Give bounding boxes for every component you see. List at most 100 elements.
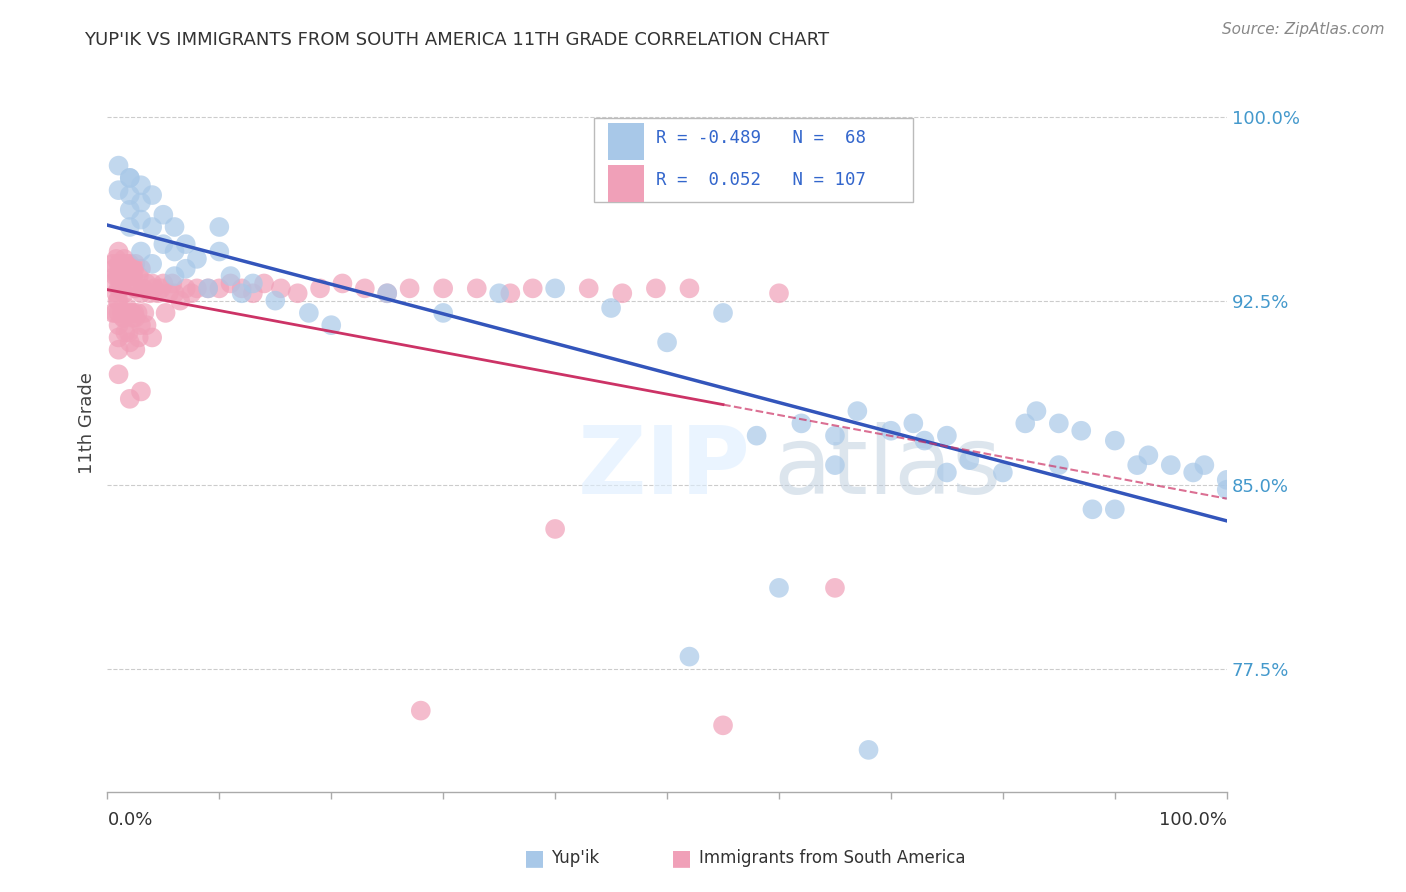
Point xyxy=(129,244,152,259)
Point xyxy=(824,428,846,442)
Point xyxy=(141,188,163,202)
Point xyxy=(107,318,129,333)
Point xyxy=(152,237,174,252)
Point xyxy=(135,277,157,291)
Point xyxy=(1126,458,1149,472)
Point xyxy=(678,281,700,295)
Point xyxy=(935,466,957,480)
Point xyxy=(155,306,177,320)
Point xyxy=(118,170,141,185)
Point xyxy=(124,343,146,357)
Point xyxy=(141,257,163,271)
Point xyxy=(1025,404,1047,418)
Point xyxy=(107,293,129,308)
Point xyxy=(1216,483,1239,497)
Point xyxy=(174,281,197,295)
Point xyxy=(107,343,129,357)
Bar xyxy=(607,165,644,202)
Point xyxy=(103,261,125,276)
Point xyxy=(120,269,142,284)
Point xyxy=(432,306,454,320)
Point xyxy=(107,306,129,320)
Point xyxy=(128,330,150,344)
Point xyxy=(711,718,734,732)
Point xyxy=(162,277,184,291)
Point xyxy=(118,326,141,340)
Point xyxy=(135,318,157,333)
Point xyxy=(107,244,129,259)
Point xyxy=(114,326,136,340)
Point xyxy=(101,306,124,320)
Point xyxy=(157,286,180,301)
Point xyxy=(332,277,354,291)
Point xyxy=(219,277,242,291)
Point xyxy=(112,310,135,325)
Point xyxy=(353,281,375,295)
Point xyxy=(141,330,163,344)
Point xyxy=(125,281,148,295)
Point xyxy=(128,269,150,284)
Point xyxy=(1182,466,1205,480)
Point xyxy=(107,330,129,344)
Point xyxy=(711,306,734,320)
Point xyxy=(935,428,957,442)
Point xyxy=(270,281,292,295)
Text: atlas: atlas xyxy=(773,422,1001,514)
Point xyxy=(163,286,186,301)
Point xyxy=(107,281,129,295)
Point xyxy=(163,244,186,259)
Point xyxy=(253,277,276,291)
Point xyxy=(375,286,398,301)
Point xyxy=(122,310,145,325)
Point xyxy=(127,306,149,320)
Point xyxy=(264,293,287,308)
Point xyxy=(208,244,231,259)
Point xyxy=(846,404,869,418)
Point xyxy=(824,581,846,595)
Point xyxy=(105,252,128,266)
Point xyxy=(114,261,136,276)
Point xyxy=(115,269,138,284)
Point xyxy=(186,252,208,266)
Point xyxy=(107,183,129,197)
Point xyxy=(678,649,700,664)
Text: Yup'ik: Yup'ik xyxy=(551,849,599,867)
Point xyxy=(124,257,146,271)
Text: 100.0%: 100.0% xyxy=(1159,811,1227,830)
Point xyxy=(152,277,174,291)
Point xyxy=(903,417,925,431)
Text: Source: ZipAtlas.com: Source: ZipAtlas.com xyxy=(1222,22,1385,37)
Point xyxy=(957,453,980,467)
Point xyxy=(544,281,567,295)
Point xyxy=(150,281,173,295)
Point xyxy=(129,195,152,210)
Point xyxy=(118,257,141,271)
Point xyxy=(124,281,146,295)
Point xyxy=(231,286,253,301)
Point xyxy=(197,281,219,295)
Point xyxy=(488,286,510,301)
Point xyxy=(112,286,135,301)
Point xyxy=(174,237,197,252)
Point xyxy=(104,306,127,320)
Point xyxy=(309,281,332,295)
Point xyxy=(129,318,152,333)
Point xyxy=(197,281,219,295)
Point xyxy=(163,269,186,284)
Point xyxy=(117,301,139,315)
Point xyxy=(655,335,678,350)
Point xyxy=(132,281,155,295)
Point xyxy=(298,306,321,320)
Point xyxy=(745,428,768,442)
Text: ■: ■ xyxy=(524,848,544,868)
Point xyxy=(107,159,129,173)
Point xyxy=(208,219,231,234)
Point xyxy=(118,219,141,234)
Point xyxy=(118,170,141,185)
Point xyxy=(110,257,132,271)
Point xyxy=(1194,458,1216,472)
Point xyxy=(118,202,141,217)
Point xyxy=(914,434,936,448)
Point xyxy=(375,286,398,301)
Point xyxy=(122,269,145,284)
